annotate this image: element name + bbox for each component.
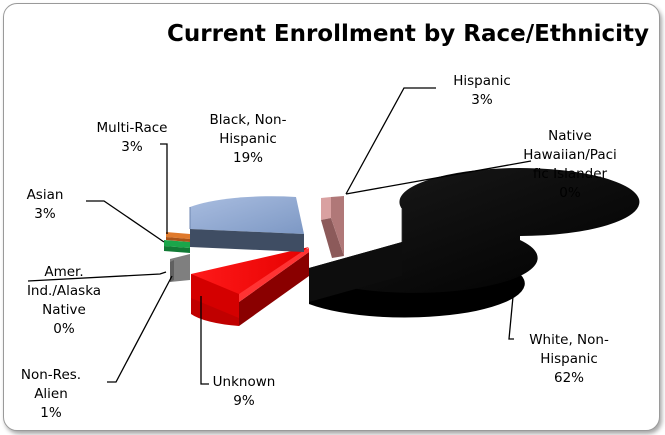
leader-amer-ind <box>27 271 167 282</box>
slice-label-line: Asian <box>27 187 64 203</box>
slice-label-line: White, Non- <box>529 332 609 348</box>
leader-multi-race <box>160 143 168 234</box>
slice-label-line: 3% <box>121 139 143 155</box>
slice-label-line: Hispanic <box>219 131 277 147</box>
slice-label-line: Unknown <box>213 374 276 390</box>
slice-label-line: 0% <box>53 321 75 337</box>
leader-white <box>508 285 515 340</box>
slice-label-amer-ind-alaska-native: Amer. Ind./Alaska Native 0% <box>27 264 101 337</box>
slice-label-line: Hispanic <box>540 351 598 367</box>
slice-label-line: Alien <box>34 386 68 402</box>
slice-label-line: Native <box>548 128 592 144</box>
slice-label-asian: Asian 3% <box>27 187 64 222</box>
slice-label-line: 19% <box>233 150 263 166</box>
slice-label-line: Native <box>42 302 86 318</box>
slice-label-non-res-alien: Non-Res. Alien 1% <box>21 367 81 421</box>
slice-label-line: Non-Res. <box>21 367 81 383</box>
chart-frame: Current Enrollment by Race/Ethnicity <box>3 3 660 431</box>
slice-black-non-hispanic <box>189 196 304 252</box>
pie-chart: Current Enrollment by Race/Ethnicity <box>21 21 649 421</box>
slice-white-non-hispanic <box>309 168 640 318</box>
slice-label-line: Ind./Alaska <box>27 283 101 299</box>
chart-title: Current Enrollment by Race/Ethnicity <box>167 21 649 47</box>
slice-multi-race <box>166 232 190 242</box>
slice-label-line: 3% <box>34 206 56 222</box>
pie-slices <box>164 168 640 326</box>
slice-label-line: 9% <box>233 393 255 409</box>
slice-label-unknown: Unknown 9% <box>213 374 276 409</box>
slice-label-multi-race: Multi-Race 3% <box>97 120 168 155</box>
slice-label-white-non-hispanic: White, Non- Hispanic 62% <box>529 332 609 386</box>
leader-hispanic <box>345 87 436 195</box>
slice-label-line: Multi-Race <box>97 120 168 136</box>
slice-label-line: Black, Non- <box>210 112 287 128</box>
leader-native-hawaiian <box>345 160 532 195</box>
leader-lines <box>27 87 532 385</box>
slice-label-native-hawaiian-pacific-islander: Native Hawaiian/Paci fic Islander 0% <box>523 128 617 201</box>
leader-non-res-alien <box>107 275 173 383</box>
slice-label-line: fic Islander <box>533 166 608 182</box>
slice-label-line: Amer. <box>44 264 83 280</box>
slice-unknown <box>191 247 309 326</box>
slice-label-line: 1% <box>40 405 62 421</box>
slice-non-res-alien <box>170 254 190 282</box>
slice-label-line: 62% <box>554 370 584 386</box>
leader-asian <box>86 200 165 243</box>
slice-label-line: Hispanic <box>453 73 511 89</box>
slice-hispanic <box>321 196 344 258</box>
slice-label-hispanic: Hispanic 3% <box>453 73 511 108</box>
slice-labels: White, Non- Hispanic 62% Unknown 9% Non-Res. A… <box>21 73 617 421</box>
slice-asian <box>164 240 190 253</box>
slice-label-line: 0% <box>559 185 581 201</box>
slice-label-black-non-hispanic: Black, Non- Hispanic 19% <box>210 112 287 166</box>
slice-label-line: Hawaiian/Paci <box>523 147 617 163</box>
leader-unknown <box>200 296 209 385</box>
slice-label-line: 3% <box>471 92 493 108</box>
